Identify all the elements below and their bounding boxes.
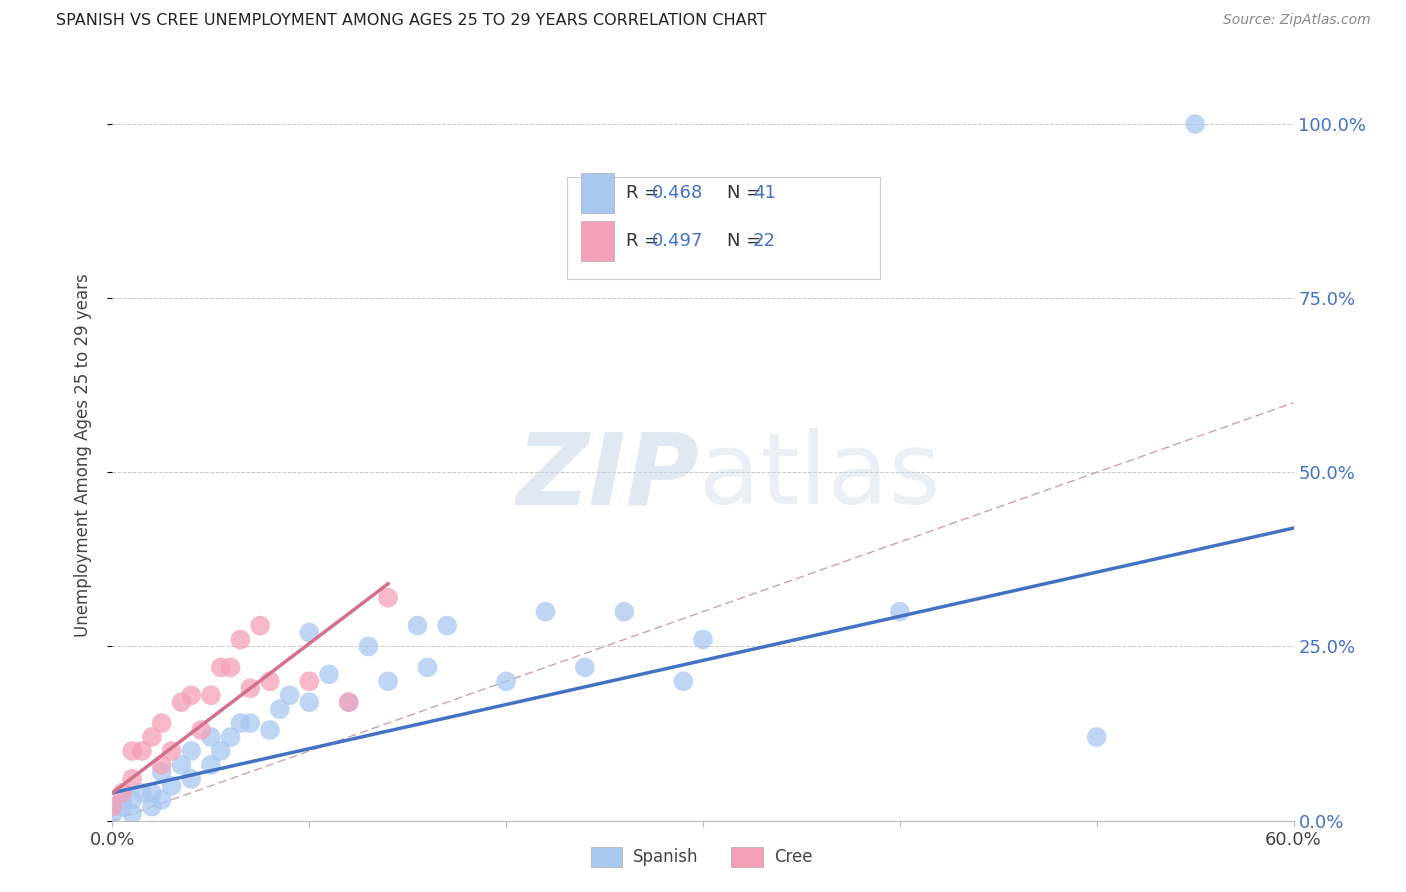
Point bbox=[200, 730, 222, 744]
Point bbox=[219, 730, 242, 744]
Point bbox=[121, 772, 143, 786]
Text: atlas: atlas bbox=[699, 428, 941, 525]
Point bbox=[150, 764, 173, 779]
Point bbox=[239, 716, 262, 731]
Point bbox=[337, 695, 360, 709]
Point bbox=[170, 695, 193, 709]
Point bbox=[357, 640, 380, 654]
Point bbox=[111, 786, 134, 800]
Point bbox=[337, 695, 360, 709]
Text: Cree: Cree bbox=[773, 848, 813, 866]
Point bbox=[101, 806, 124, 821]
Point bbox=[150, 716, 173, 731]
Point bbox=[150, 758, 173, 772]
Point bbox=[170, 758, 193, 772]
Point bbox=[298, 625, 321, 640]
Point bbox=[259, 723, 281, 737]
Point bbox=[200, 758, 222, 772]
Point bbox=[111, 793, 134, 807]
Point bbox=[278, 688, 301, 702]
Point bbox=[495, 674, 517, 689]
Point bbox=[436, 618, 458, 632]
Text: R =: R = bbox=[626, 232, 665, 251]
Text: 41: 41 bbox=[752, 184, 776, 202]
Point bbox=[534, 605, 557, 619]
Point bbox=[269, 702, 291, 716]
Point bbox=[131, 744, 153, 758]
Point bbox=[121, 793, 143, 807]
Point bbox=[377, 674, 399, 689]
Text: N =: N = bbox=[727, 184, 766, 202]
Point bbox=[298, 695, 321, 709]
Point bbox=[318, 667, 340, 681]
Point bbox=[298, 674, 321, 689]
Point bbox=[190, 723, 212, 737]
Point bbox=[1184, 117, 1206, 131]
Text: 22: 22 bbox=[752, 232, 776, 251]
Point bbox=[180, 772, 202, 786]
Point bbox=[180, 688, 202, 702]
FancyBboxPatch shape bbox=[567, 177, 880, 279]
FancyBboxPatch shape bbox=[581, 173, 614, 213]
Text: 0.497: 0.497 bbox=[652, 232, 704, 251]
Text: Spanish: Spanish bbox=[633, 848, 699, 866]
Point bbox=[377, 591, 399, 605]
Point bbox=[889, 605, 911, 619]
Point bbox=[101, 799, 124, 814]
Point bbox=[219, 660, 242, 674]
Point bbox=[1085, 730, 1108, 744]
Text: SPANISH VS CREE UNEMPLOYMENT AMONG AGES 25 TO 29 YEARS CORRELATION CHART: SPANISH VS CREE UNEMPLOYMENT AMONG AGES … bbox=[56, 13, 766, 29]
Point bbox=[574, 660, 596, 674]
Point bbox=[406, 618, 429, 632]
FancyBboxPatch shape bbox=[581, 221, 614, 261]
Text: R =: R = bbox=[626, 184, 665, 202]
Text: 0.468: 0.468 bbox=[652, 184, 703, 202]
Point bbox=[229, 716, 252, 731]
Point bbox=[259, 674, 281, 689]
Point bbox=[121, 744, 143, 758]
Text: N =: N = bbox=[727, 232, 766, 251]
Point bbox=[180, 744, 202, 758]
Point bbox=[121, 806, 143, 821]
Point bbox=[200, 688, 222, 702]
Point bbox=[613, 605, 636, 619]
Point bbox=[672, 674, 695, 689]
Point bbox=[229, 632, 252, 647]
Point bbox=[160, 779, 183, 793]
Y-axis label: Unemployment Among Ages 25 to 29 years: Unemployment Among Ages 25 to 29 years bbox=[73, 273, 91, 637]
Point bbox=[141, 786, 163, 800]
Point bbox=[111, 799, 134, 814]
Point bbox=[692, 632, 714, 647]
Point bbox=[160, 744, 183, 758]
Point bbox=[416, 660, 439, 674]
Point bbox=[131, 786, 153, 800]
Point bbox=[141, 730, 163, 744]
Point bbox=[239, 681, 262, 696]
Point bbox=[209, 660, 232, 674]
Point bbox=[150, 793, 173, 807]
Point bbox=[209, 744, 232, 758]
Text: Source: ZipAtlas.com: Source: ZipAtlas.com bbox=[1223, 13, 1371, 28]
Text: ZIP: ZIP bbox=[516, 428, 699, 525]
Point bbox=[141, 799, 163, 814]
Point bbox=[249, 618, 271, 632]
